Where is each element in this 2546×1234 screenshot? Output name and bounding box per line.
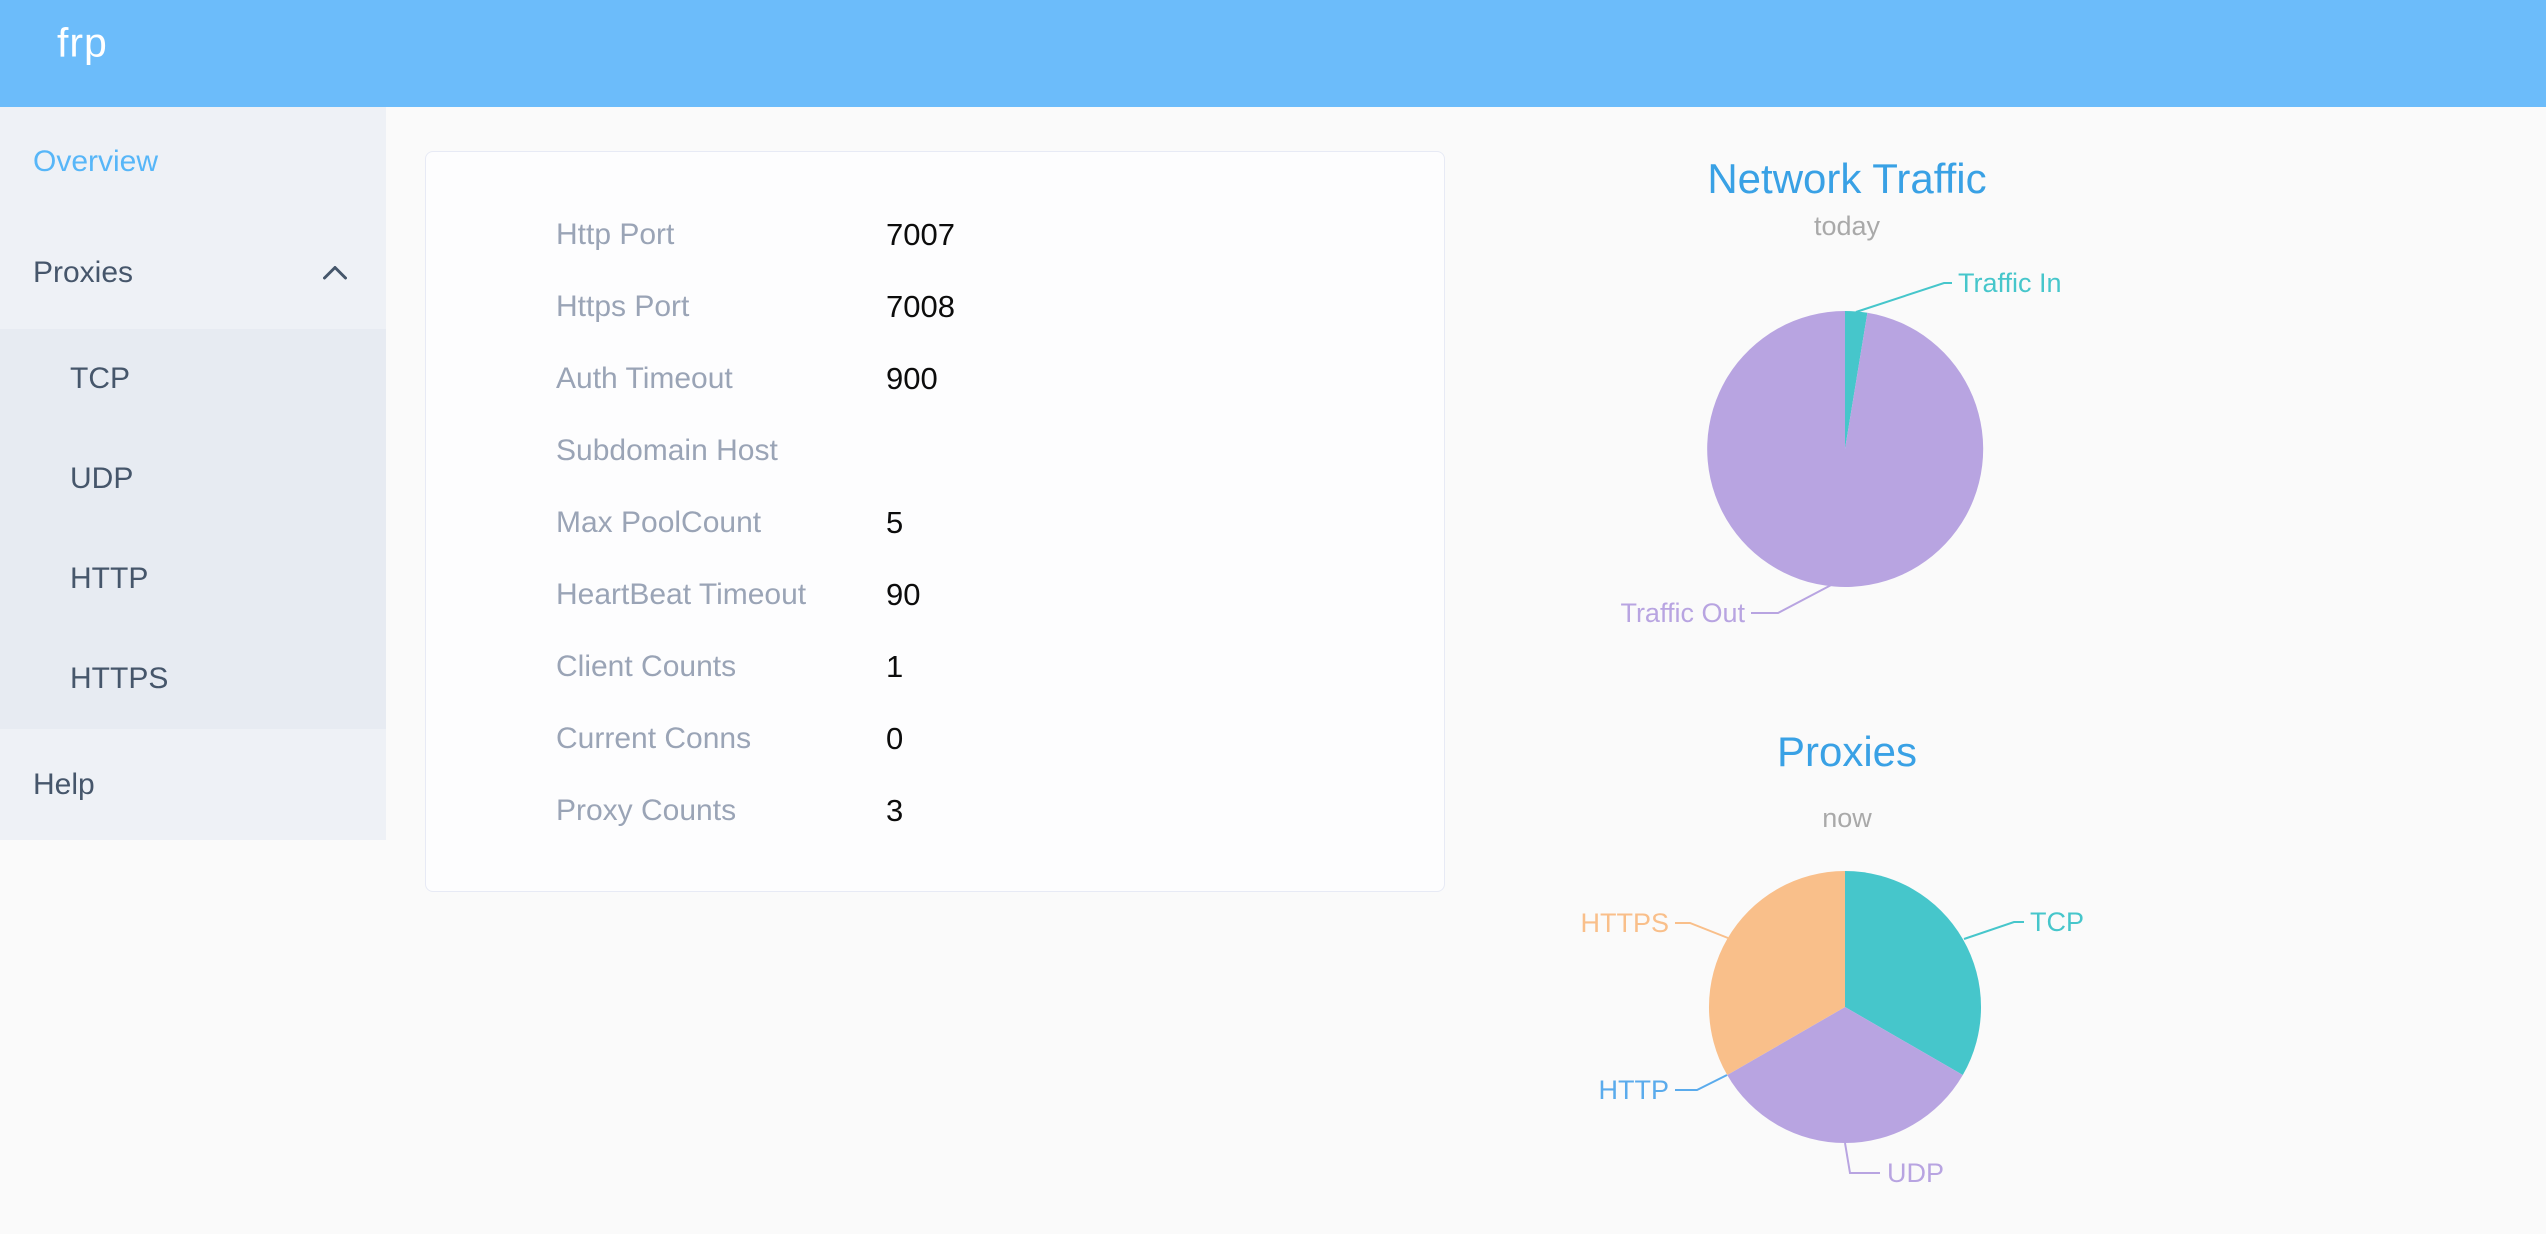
info-label: Client Counts [556, 650, 737, 683]
info-label: Auth Timeout [556, 362, 733, 395]
sidebar: Overview Proxies TCP UDP HTTP HTTPS Help [0, 107, 386, 840]
pie-slice-https[interactable] [1708, 870, 1845, 1075]
info-label: Max PoolCount [556, 506, 762, 539]
pie-label-tcp: TCP [2030, 907, 2084, 937]
sidebar-item-http-label: HTTP [70, 562, 149, 595]
charts-panel: Network Traffic today Traffic InTraffic … [1580, 155, 2084, 1188]
sidebar-item-help-label: Help [33, 767, 95, 801]
info-value: 900 [886, 361, 938, 396]
info-value: 90 [886, 577, 921, 612]
network-traffic-pie: Traffic In Traffic Out [1620, 268, 2061, 628]
sidebar-item-overview[interactable]: Overview [0, 107, 386, 217]
sidebar-submenu: TCP UDP HTTP HTTPS [0, 329, 386, 729]
info-row-max-poolcount: Max PoolCount 5 [426, 487, 1444, 559]
pie-slice-traffic-in[interactable] [1845, 310, 1868, 449]
pie-leader-https [1675, 922, 1729, 939]
sidebar-item-udp[interactable]: UDP [0, 429, 386, 529]
pie-label-https: HTTPS [1580, 908, 1669, 938]
info-row-subdomain-host: Subdomain Host [426, 415, 1444, 487]
info-value: 1 [886, 649, 904, 684]
server-info-card: Http Port 7007 Https Port 7008 Auth Time… [425, 151, 1445, 892]
info-row-current-conns: Current Conns 0 [426, 703, 1444, 775]
sidebar-item-http[interactable]: HTTP [0, 529, 386, 629]
pie-slice-traffic-out[interactable] [1707, 311, 1984, 587]
info-row-http-port: Http Port 7007 [426, 199, 1444, 271]
pie-label-traffic-out: Traffic Out [1620, 598, 1745, 628]
pie-label-traffic-in: Traffic In [1958, 268, 2062, 298]
info-value: 3 [886, 793, 904, 828]
info-label: Https Port [556, 290, 690, 323]
proxies-pie: TCP UDP HTTP HTTPS [1580, 870, 2084, 1188]
info-value: 7008 [886, 289, 955, 324]
pie-slice-udp[interactable] [1727, 1007, 1963, 1144]
proxies-chart-subtitle: now [1822, 803, 1872, 833]
info-row-https-port: Https Port 7008 [426, 271, 1444, 343]
info-row-proxy-counts: Proxy Counts 3 [426, 775, 1444, 847]
info-value: 0 [886, 721, 904, 756]
frp-logo: frp [57, 19, 108, 66]
info-row-auth-timeout: Auth Timeout 900 [426, 343, 1444, 415]
info-label: Http Port [556, 218, 675, 251]
info-label: Subdomain Host [556, 434, 778, 467]
info-row-client-counts: Client Counts 1 [426, 631, 1444, 703]
sidebar-item-proxies[interactable]: Proxies [0, 217, 386, 329]
sidebar-item-tcp[interactable]: TCP [0, 329, 386, 429]
info-label: HeartBeat Timeout [556, 578, 807, 611]
pie-leader-traffic-out [1751, 582, 1836, 614]
sidebar-item-proxies-label: Proxies [33, 256, 134, 289]
sidebar-item-tcp-label: TCP [70, 362, 130, 395]
pie-leader-traffic-in [1855, 282, 1952, 313]
pie-slice-tcp[interactable] [1845, 871, 1982, 1075]
info-label: Proxy Counts [556, 794, 737, 827]
info-value: 7007 [886, 217, 955, 252]
pie-label-http: HTTP [1599, 1075, 1670, 1105]
chevron-up-icon[interactable] [323, 266, 347, 280]
sidebar-item-https-label: HTTPS [70, 662, 169, 695]
sidebar-item-help[interactable]: Help [0, 729, 386, 840]
network-traffic-chart-subtitle: today [1814, 211, 1881, 241]
info-row-heartbeat-timeout: HeartBeat Timeout 90 [426, 559, 1444, 631]
sidebar-item-overview-label: Overview [33, 145, 159, 178]
info-label: Current Conns [556, 722, 752, 755]
proxies-chart-title: Proxies [1777, 728, 1917, 775]
info-value: 5 [886, 505, 904, 540]
pie-leader-udp [1844, 1142, 1880, 1174]
sidebar-item-udp-label: UDP [70, 462, 134, 495]
network-traffic-chart-title: Network Traffic [1707, 155, 1986, 202]
pie-leader-tcp [1963, 921, 2024, 940]
pie-leader-http [1675, 1074, 1728, 1091]
app-header: frp [0, 0, 2546, 107]
sidebar-item-https[interactable]: HTTPS [0, 629, 386, 729]
pie-label-udp: UDP [1887, 1158, 1944, 1188]
